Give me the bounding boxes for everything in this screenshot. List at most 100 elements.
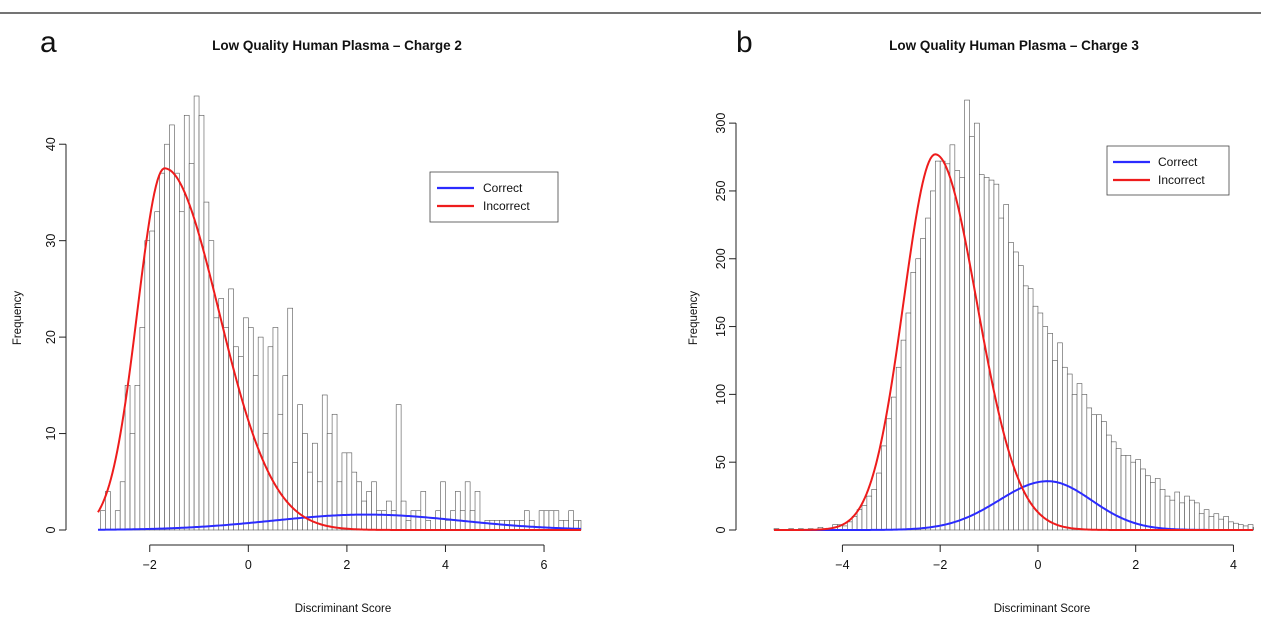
- x-tick-label: 4: [442, 558, 449, 572]
- histogram-bar: [1159, 489, 1166, 531]
- histogram-bar: [267, 346, 274, 531]
- histogram-bar: [381, 510, 387, 531]
- histogram-bar: [910, 272, 917, 531]
- histogram-bar: [1174, 491, 1180, 531]
- histogram-bar: [861, 505, 868, 531]
- chart-b-curves: [774, 153, 1253, 531]
- histogram-bar: [1066, 373, 1073, 531]
- histogram-bar: [1184, 495, 1190, 531]
- chart-b-y-axis: 0 50 100 150 200 250 300: [714, 113, 737, 533]
- histogram-bar: [455, 491, 461, 531]
- histogram-bar: [528, 520, 535, 531]
- histogram-bar: [287, 307, 293, 531]
- histogram-bar: [876, 472, 882, 531]
- histogram-bar: [489, 520, 496, 531]
- histogram-bar: [272, 327, 279, 531]
- chart-b-legend: Correct Incorrect: [1106, 145, 1230, 196]
- y-tick-label: 30: [44, 234, 58, 248]
- histogram-bar: [469, 510, 476, 531]
- histogram-bar: [1032, 305, 1039, 531]
- panel-a: a Low Quality Human Plasma – Charge 2 0 1…: [12, 26, 582, 615]
- histogram-bar: [1189, 499, 1195, 531]
- histogram-bar: [257, 336, 264, 531]
- histogram-bar: [1208, 516, 1215, 531]
- chart-a-legend-correct-label: Correct: [483, 181, 523, 195]
- chart-b-x-axis: −4 −2 0 2 4: [835, 544, 1237, 572]
- chart-a-legend: Correct Incorrect: [429, 171, 559, 223]
- histogram-bar: [1252, 526, 1254, 531]
- histogram-bar: [1047, 333, 1053, 531]
- histogram-bar: [336, 481, 343, 531]
- x-tick-label: −2: [933, 558, 947, 572]
- histogram-bar: [851, 516, 858, 531]
- histogram-bar: [228, 288, 234, 531]
- histogram-bar: [1125, 455, 1132, 531]
- histogram-bar: [292, 462, 298, 531]
- histogram-bar: [1052, 360, 1058, 531]
- y-tick-label: 40: [44, 137, 58, 151]
- histogram-bar: [886, 418, 892, 531]
- histogram-bar: [1223, 516, 1229, 531]
- histogram-bar: [1101, 421, 1107, 531]
- histogram-bar: [410, 510, 417, 531]
- histogram-bar: [1135, 459, 1141, 531]
- histogram-bar: [321, 394, 328, 531]
- y-tick-label: 0: [44, 526, 58, 533]
- chart-b-legend-correct-label: Correct: [1158, 155, 1198, 169]
- histogram-bar: [218, 298, 224, 531]
- chart-b-title: Low Quality Human Plasma – Charge 3: [889, 38, 1139, 53]
- histogram-bar: [1110, 441, 1117, 531]
- histogram-bar: [1198, 513, 1205, 531]
- histogram-bar: [905, 312, 912, 531]
- histogram-bar: [1145, 475, 1151, 531]
- y-tick-label: 250: [714, 180, 728, 201]
- histogram-bar: [1037, 312, 1044, 531]
- histogram-bar: [1091, 414, 1097, 531]
- histogram-bar: [925, 217, 931, 531]
- histogram-bar: [1140, 468, 1146, 531]
- y-tick-label: 10: [44, 427, 58, 441]
- histogram-bar: [119, 481, 126, 531]
- histogram-bar: [1027, 288, 1034, 531]
- chart-b-legend-incorrect-label: Incorrect: [1158, 173, 1205, 187]
- histogram-bar: [1130, 461, 1137, 531]
- y-tick-label: 0: [714, 526, 728, 533]
- histogram-bar: [238, 356, 244, 531]
- histogram-bar: [1169, 499, 1176, 531]
- y-tick-label: 20: [44, 330, 58, 344]
- histogram-bar: [420, 491, 427, 531]
- y-tick-label: 300: [714, 113, 728, 134]
- chart-b-legend-box: [1106, 145, 1230, 196]
- histogram-bar: [988, 179, 995, 531]
- histogram-bar: [213, 317, 220, 531]
- chart-b-ylabel: Frequency: [688, 291, 700, 346]
- histogram-bar: [856, 509, 863, 531]
- histogram-bar: [1194, 502, 1200, 531]
- histogram-bar: [866, 495, 873, 531]
- histogram-bar: [154, 211, 160, 531]
- histogram-bar: [1106, 434, 1112, 531]
- chart-a-y-axis: 0 10 20 30 40: [44, 137, 67, 533]
- histogram-bar: [1076, 383, 1083, 531]
- series-line-correct: [97, 513, 582, 531]
- histogram-bar: [847, 521, 853, 531]
- histogram-bar: [297, 404, 303, 531]
- histogram-bar: [223, 327, 229, 531]
- chart-a-ylabel: Frequency: [12, 291, 24, 346]
- y-tick-label: 50: [714, 455, 728, 469]
- histogram-bar: [351, 471, 358, 531]
- histogram-bar: [964, 99, 970, 531]
- histogram-bar: [159, 172, 165, 531]
- histogram-bar: [939, 160, 946, 531]
- histogram-bar: [1086, 407, 1093, 531]
- histogram-bar: [262, 433, 269, 531]
- chart-a-xlabel: Discriminant Score: [295, 603, 392, 615]
- series-line-incorrect: [774, 153, 1253, 531]
- series-line-incorrect: [97, 167, 581, 531]
- histogram-bar: [129, 433, 136, 531]
- histogram-bar: [998, 217, 1005, 531]
- chart-a-curves: [97, 167, 582, 531]
- chart-a-legend-box: [429, 171, 559, 223]
- histogram-bar: [1003, 204, 1009, 531]
- histogram-bar: [978, 174, 985, 531]
